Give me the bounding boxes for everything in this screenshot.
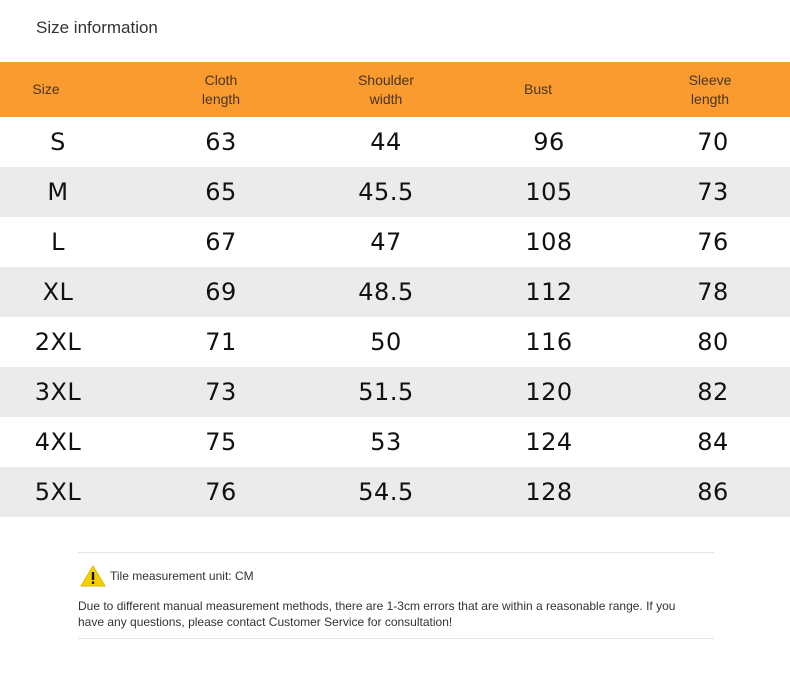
cell-sleeve-length: 82 [697,378,729,406]
cell-shoulder-width: 54.5 [358,478,414,506]
cell-sleeve-length: 78 [697,278,729,306]
cell-shoulder-width: 50 [370,328,402,356]
cell-sleeve-length: 70 [697,128,729,156]
table-body: S 63 44 96 70 M 65 45.5 105 73 L 67 47 1… [0,117,790,517]
cell-cloth-length: 65 [205,178,237,206]
cell-shoulder-width: 44 [370,128,402,156]
cell-bust: 116 [525,328,573,356]
cell-cloth-length: 71 [205,328,237,356]
cell-size: M [47,178,69,206]
header-shoulder-width: Shoulder width [357,71,415,107]
cell-shoulder-width: 47 [370,228,402,256]
cell-size: S [50,128,66,156]
cell-size: XL [42,278,74,306]
cell-bust: 128 [525,478,573,506]
cell-bust: 124 [525,428,573,456]
table-row: XL 69 48.5 112 78 [0,267,790,317]
cell-size: 4XL [34,428,82,456]
cell-size: 3XL [34,378,82,406]
table-row: 4XL 75 53 124 84 [0,417,790,467]
table-row: 2XL 71 50 116 80 [0,317,790,367]
disclaimer-text: Due to different manual measurement meth… [78,599,676,629]
cell-sleeve-length: 73 [697,178,729,206]
cell-bust: 120 [525,378,573,406]
cell-cloth-length: 69 [205,278,237,306]
cell-bust: 96 [533,128,565,156]
header-bust: Bust [523,81,552,97]
cell-size: L [51,228,65,256]
cell-size: 2XL [34,328,82,356]
cell-sleeve-length: 80 [697,328,729,356]
cell-shoulder-width: 51.5 [358,378,414,406]
cell-cloth-length: 63 [205,128,237,156]
cell-cloth-length: 73 [205,378,237,406]
table-row: L 67 47 108 76 [0,217,790,267]
table-header-row: Size Cloth length Shoulder width Bust Sl… [0,62,790,117]
cell-size: 5XL [34,478,82,506]
cell-sleeve-length: 84 [697,428,729,456]
header-size: Size [32,81,60,97]
cell-bust: 108 [525,228,573,256]
table-row: 3XL 73 51.5 120 82 [0,367,790,417]
cell-bust: 105 [525,178,573,206]
cell-sleeve-length: 86 [697,478,729,506]
cell-cloth-length: 67 [205,228,237,256]
table-row: S 63 44 96 70 [0,117,790,167]
header-sleeve-length: Sleeve length [688,71,732,107]
size-table: Size Cloth length Shoulder width Bust Sl… [0,62,790,517]
table-row: 5XL 76 54.5 128 86 [0,467,790,517]
table-row: M 65 45.5 105 73 [0,167,790,217]
page-title: Size information [36,18,158,37]
unit-label: Tile measurement unit: CM [110,569,254,583]
cell-shoulder-width: 45.5 [358,178,414,206]
header-cloth-length: Cloth length [201,71,241,107]
measurement-note: Tile measurement unit: CM Due to differe… [78,552,714,639]
cell-cloth-length: 75 [205,428,237,456]
cell-cloth-length: 76 [205,478,237,506]
cell-sleeve-length: 76 [697,228,729,256]
cell-shoulder-width: 53 [370,428,402,456]
warning-icon [80,565,106,587]
cell-bust: 112 [525,278,573,306]
unit-line: Tile measurement unit: CM [80,565,254,587]
cell-shoulder-width: 48.5 [358,278,414,306]
